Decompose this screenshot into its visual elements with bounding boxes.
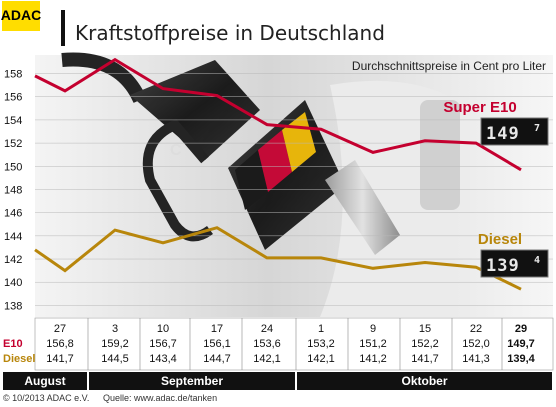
e10-value: 153,2 xyxy=(307,338,335,350)
date-label: 9 xyxy=(370,323,376,335)
series-label-e10: Super E10 xyxy=(443,99,516,116)
date-label: 29 xyxy=(515,323,527,335)
diesel-value: 142,1 xyxy=(253,353,281,365)
price-display-diesel-tenth: 4 xyxy=(534,255,540,266)
diesel-value: 139,4 xyxy=(507,353,535,365)
y-tick-label: 152 xyxy=(4,138,22,150)
date-label: 24 xyxy=(261,323,273,335)
diesel-value: 144,5 xyxy=(101,353,129,365)
y-tick-label: 138 xyxy=(4,300,22,312)
footer-source: Quelle: www.adac.de/tanken xyxy=(103,393,217,403)
table-columns: 27 156,8 141,7 3 159,2 144,5 10 156,7 143,4 17 156… xyxy=(46,318,536,370)
e10-value: 153,6 xyxy=(253,338,281,350)
e10-value: 149,7 xyxy=(507,338,535,350)
adac-logo-box xyxy=(2,1,40,31)
adac-logo: ADAC xyxy=(1,7,41,23)
nozzle-logo: C xyxy=(170,142,182,159)
e10-value: 156,8 xyxy=(46,338,74,350)
diesel-value: 141,3 xyxy=(462,353,490,365)
diesel-value: 143,4 xyxy=(149,353,177,365)
price-display-e10-main: 149 xyxy=(486,124,520,144)
month-cell xyxy=(89,372,295,390)
y-tick-label: 148 xyxy=(4,184,22,196)
y-tick-label: 140 xyxy=(4,277,22,289)
date-label: 10 xyxy=(157,323,169,335)
legend-e10: Super E10 149 7 xyxy=(443,99,549,146)
month-cell xyxy=(297,372,552,390)
title-accent-bar xyxy=(61,10,65,46)
e10-value: 159,2 xyxy=(101,338,129,350)
data-table: E10 Diesel 27 156,8 141,7 3 159,2 144,5 10 156,… xyxy=(3,317,554,371)
e10-value: 156,7 xyxy=(149,338,177,350)
price-display-diesel-main: 139 xyxy=(486,256,520,276)
y-tick-label: 156 xyxy=(4,92,22,104)
y-tick-label: 146 xyxy=(4,208,22,220)
e10-value: 151,2 xyxy=(359,338,387,350)
row-label-e10: E10 xyxy=(3,338,23,350)
e10-value: 152,0 xyxy=(462,338,490,350)
y-tick-label: 150 xyxy=(4,161,22,173)
legend-diesel: Diesel 139 4 xyxy=(478,231,549,278)
diesel-value: 144,7 xyxy=(203,353,231,365)
price-display-e10 xyxy=(480,117,549,146)
diesel-value: 141,2 xyxy=(359,353,387,365)
y-tick-label: 154 xyxy=(4,115,22,127)
header: ADAC Kraftstoffpreise in Deutschland xyxy=(1,1,385,46)
e10-value: 156,1 xyxy=(203,338,231,350)
row-label-diesel: Diesel xyxy=(3,353,35,365)
diesel-value: 141,7 xyxy=(411,353,439,365)
month-bar: August September Oktober xyxy=(3,372,552,390)
price-display-e10-tenth: 7 xyxy=(534,123,540,134)
e10-value: 152,2 xyxy=(411,338,439,350)
month-label: September xyxy=(161,374,223,388)
date-label: 1 xyxy=(318,323,324,335)
footer-copyright: © 10/2013 ADAC e.V. xyxy=(3,393,89,403)
series-lines xyxy=(34,57,522,291)
table-background xyxy=(34,317,554,371)
page-title: Kraftstoffpreise in Deutschland xyxy=(75,21,385,45)
date-label: 27 xyxy=(54,323,66,335)
date-label: 22 xyxy=(470,323,482,335)
diesel-value: 141,7 xyxy=(46,353,74,365)
chart-subtitle: Durchschnittspreise in Cent pro Liter xyxy=(352,59,546,73)
y-tick-label: 142 xyxy=(4,254,22,266)
y-tick-label: 158 xyxy=(4,69,22,81)
month-cell xyxy=(3,372,87,390)
y-tick-label: 144 xyxy=(4,231,22,243)
series-label-diesel: Diesel xyxy=(478,231,522,248)
diesel-value: 142,1 xyxy=(307,353,335,365)
price-display-diesel xyxy=(480,249,549,278)
date-label: 3 xyxy=(112,323,118,335)
month-label: Oktober xyxy=(401,374,447,388)
month-label: August xyxy=(24,374,65,388)
date-label: 17 xyxy=(211,323,223,335)
date-label: 15 xyxy=(419,323,431,335)
